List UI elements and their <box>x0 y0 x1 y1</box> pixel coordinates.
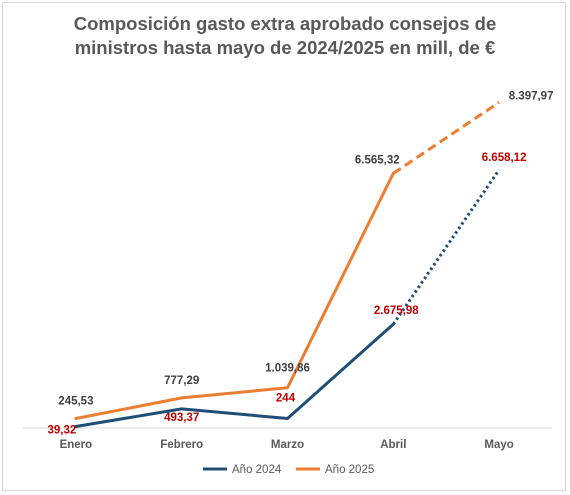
data-label-a-o-2025-febrero: 777,29 <box>164 375 199 387</box>
legend: Año 2024 Año 2025 <box>203 464 374 476</box>
category-labels: Enero Febrero Marzo Abril Mayo <box>60 439 514 451</box>
chart-title-line1: Composición gasto extra aprobado consejo… <box>73 13 497 34</box>
data-label-a-o-2025-enero: 245,53 <box>58 395 93 407</box>
data-labels: 39,32 493,37 244 2.675,98 6.658,12 245,53 777,… <box>48 90 554 436</box>
data-label-a-o-2024-febrero: 493,37 <box>164 412 199 424</box>
series-line-a-o-2025 <box>74 171 395 420</box>
x-tick-label-enero: Enero <box>60 439 93 451</box>
data-label-a-o-2024-mayo: 6.658,12 <box>482 152 527 164</box>
chart-frame <box>2 2 566 491</box>
data-label-a-o-2025-mayo: 8.397,97 <box>509 90 554 102</box>
data-label-a-o-2024-marzo: 244 <box>276 393 296 405</box>
series-line-a-o-2024 <box>74 322 395 428</box>
x-tick-label-mayo: Mayo <box>484 439 513 451</box>
legend-label-a-o-2025: Año 2025 <box>325 464 374 476</box>
x-tick-label-abril: Abril <box>380 439 406 451</box>
x-tick-label-marzo: Marzo <box>271 439 304 451</box>
legend-label-a-o-2024: Año 2024 <box>232 464 282 476</box>
series-line-projection-a-o-2024 <box>392 168 501 326</box>
data-label-a-o-2025-abril: 6.565,32 <box>355 154 400 166</box>
data-label-a-o-2025-marzo: 1.039,86 <box>265 363 310 375</box>
chart-title: Composición gasto extra aprobado consejo… <box>0 12 570 60</box>
series-lines <box>74 101 501 428</box>
chart-title-line2: ministros hasta mayo de 2024/2025 en mil… <box>74 37 496 58</box>
data-label-a-o-2024-enero: 39,32 <box>48 424 77 436</box>
x-tick-label-febrero: Febrero <box>160 439 203 451</box>
series-line-projection-a-o-2025 <box>392 101 500 175</box>
data-label-a-o-2024-abril: 2.675,98 <box>374 305 419 317</box>
